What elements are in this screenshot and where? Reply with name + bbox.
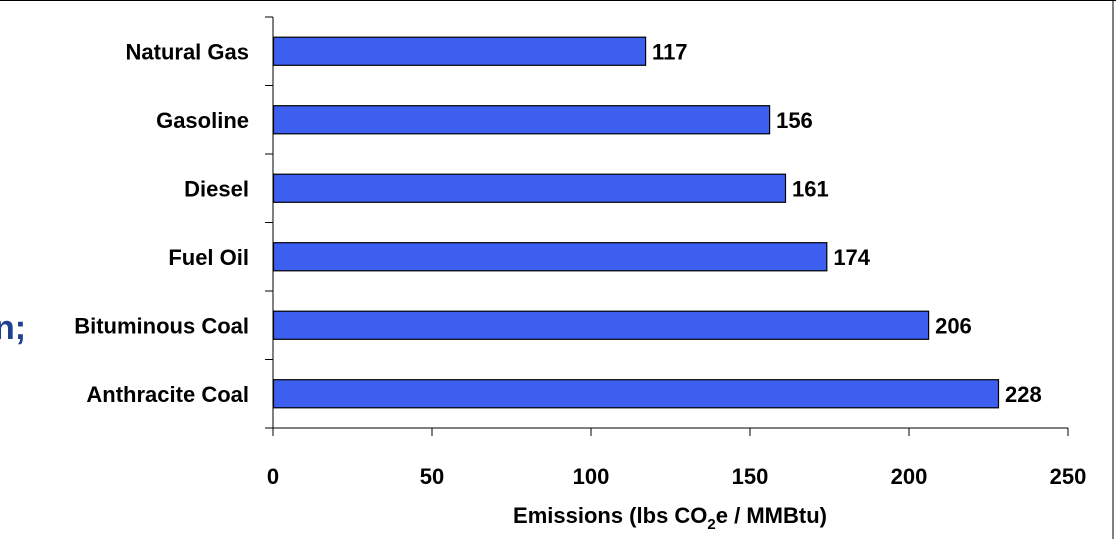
x-tick-label: 250 <box>1050 464 1087 489</box>
category-label: Bituminous Coal <box>74 313 249 338</box>
x-axis-title-subscript: 2 <box>707 516 715 533</box>
category-label: Fuel Oil <box>168 245 249 270</box>
x-tick-label: 100 <box>573 464 610 489</box>
bar-anthracite-coal <box>272 379 1000 409</box>
x-tick-label: 150 <box>732 464 769 489</box>
truncated-background-text: n; <box>0 309 26 347</box>
bar-fuel-oil <box>272 242 828 272</box>
data-label: 117 <box>652 39 688 64</box>
data-label: 156 <box>776 108 813 133</box>
category-label: Natural Gas <box>126 39 250 64</box>
bar-diesel <box>272 173 787 203</box>
x-tick-label: 50 <box>420 464 444 489</box>
bar-natural-gas <box>272 36 647 66</box>
x-axis-title-main: Emissions (lbs CO <box>513 503 707 528</box>
x-axis-title: Emissions (lbs CO2e / MMBtu) <box>513 503 827 533</box>
data-label: 161 <box>792 176 829 201</box>
bar-gasoline <box>272 105 771 135</box>
x-axis-title-tail: e / MMBtu) <box>716 503 827 528</box>
bars-group: Natural Gas 117 Gasoline 156 Diesel 161 Fuel O… <box>74 36 1042 409</box>
data-label: 174 <box>833 245 870 270</box>
axes-group: 0 50 100 150 200 250 <box>265 16 1087 489</box>
category-label: Diesel <box>184 176 249 201</box>
data-label: 228 <box>1005 382 1042 407</box>
category-label: Anthracite Coal <box>86 382 249 407</box>
x-tick-label: 0 <box>267 464 279 489</box>
x-tick-label: 200 <box>891 464 928 489</box>
bar-bituminous-coal <box>272 310 930 340</box>
category-label: Gasoline <box>156 108 249 133</box>
data-label: 206 <box>935 313 972 338</box>
